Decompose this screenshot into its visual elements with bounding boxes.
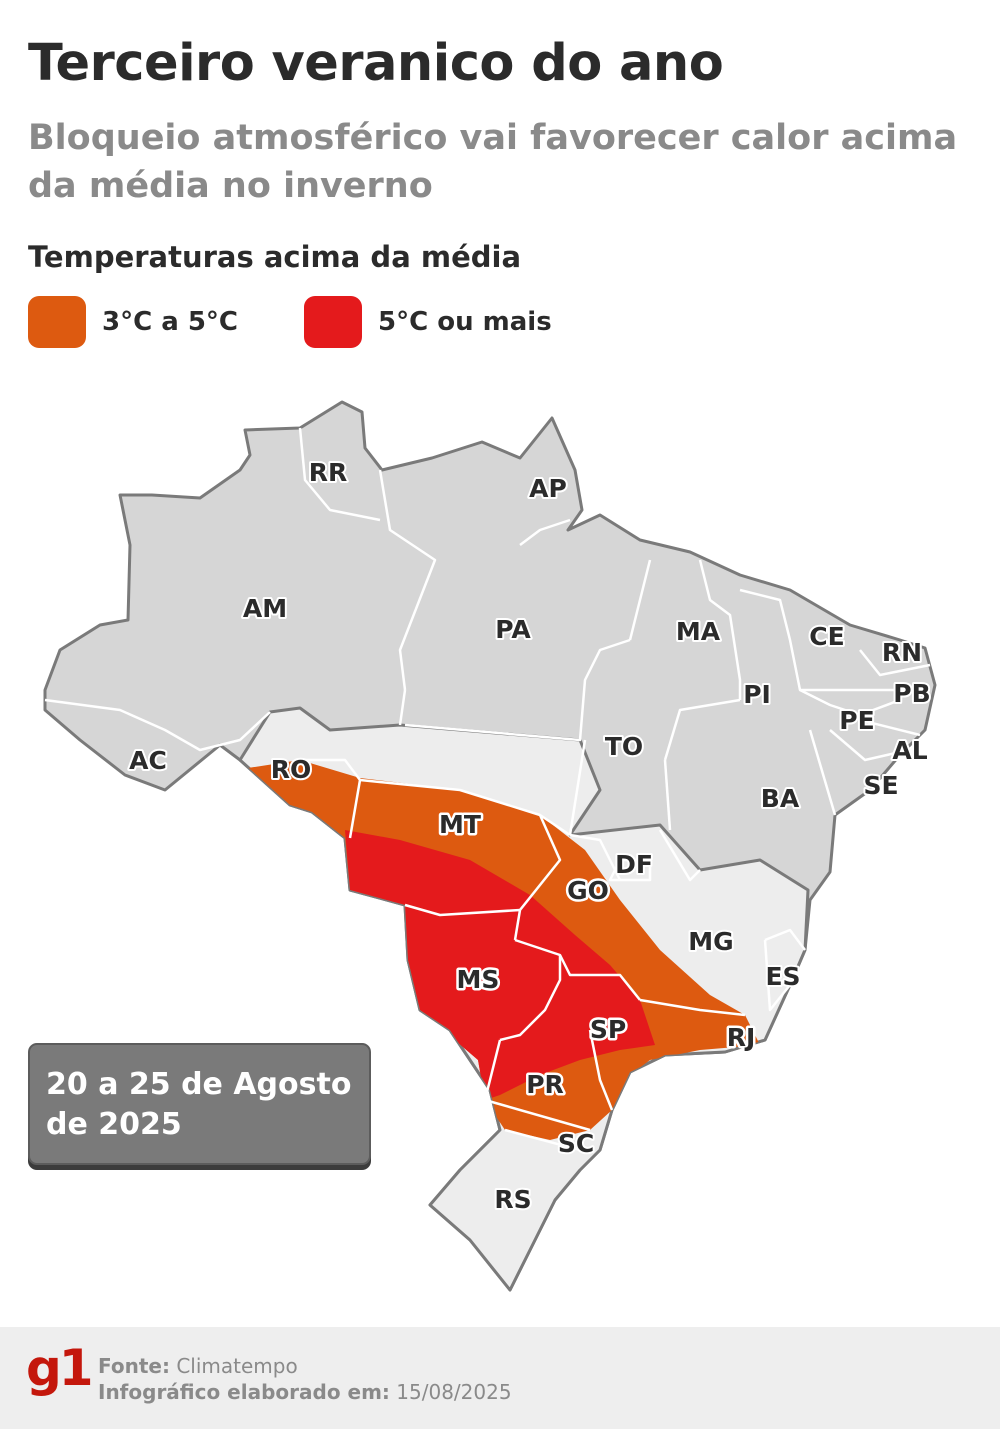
state-label-ma: MA — [676, 617, 721, 646]
legend-label-5-plus: 5°C ou mais — [378, 307, 552, 337]
state-label-se: SE — [863, 771, 898, 800]
state-label-ce: CE — [809, 622, 844, 651]
state-label-sp: SP — [590, 1015, 626, 1044]
state-label-pr: PR — [526, 1070, 564, 1099]
state-label-mt: MT — [439, 810, 481, 839]
state-label-ro: RO — [271, 755, 312, 784]
date-line: Infográfico elaborado em: 15/08/2025 — [98, 1379, 512, 1405]
brazil-map: RR AP AM PA MA CE RN PB PI PE AL SE AC R… — [43, 400, 937, 1292]
state-label-rj: RJ — [727, 1023, 756, 1052]
state-label-al: AL — [892, 736, 927, 765]
state-label-pb: PB — [893, 679, 930, 708]
legend-swatch-orange — [28, 296, 86, 348]
state-label-ac: AC — [129, 746, 167, 775]
period-line-2: de 2025 — [46, 1107, 182, 1142]
state-label-ba: BA — [761, 784, 800, 813]
legend-swatch-red — [304, 296, 362, 348]
source-line: Fonte: Climatempo — [98, 1353, 512, 1379]
credits: Fonte: Climatempo Infográfico elaborado … — [98, 1353, 512, 1405]
date-label: Infográfico elaborado em: — [98, 1380, 390, 1404]
page-subtitle: Bloqueio atmosférico vai favorecer calor… — [28, 118, 958, 206]
state-label-to: TO — [605, 732, 643, 761]
state-label-am: AM — [243, 594, 287, 623]
state-label-ap: AP — [529, 474, 567, 503]
period-line-1: 20 a 25 de Agosto — [46, 1067, 352, 1102]
source-label: Fonte: — [98, 1354, 170, 1378]
period-box: 20 a 25 de Agosto de 2025 — [28, 1043, 371, 1165]
anomaly-zones — [235, 760, 760, 1140]
state-label-ms: MS — [457, 965, 500, 994]
legend-label-3-to-5: 3°C a 5°C — [102, 307, 238, 337]
legend-item-3-to-5: 3°C a 5°C — [28, 295, 238, 349]
footer: g1 Fonte: Climatempo Infográfico elabora… — [0, 1327, 1000, 1429]
state-borders — [44, 427, 931, 1152]
legend-title: Temperaturas acima da média — [28, 240, 522, 274]
source-value: Climatempo — [176, 1354, 298, 1378]
state-label-pa: PA — [495, 615, 531, 644]
state-label-sc: SC — [558, 1129, 594, 1158]
page-title: Terceiro veranico do ano — [28, 34, 724, 93]
state-label-rr: RR — [309, 458, 348, 487]
state-label-pe: PE — [839, 706, 874, 735]
state-label-go: GO — [567, 876, 609, 905]
state-label-rs: RS — [494, 1185, 531, 1214]
state-label-rn: RN — [882, 638, 922, 667]
state-label-df: DF — [615, 850, 653, 879]
legend: 3°C a 5°C 5°C ou mais — [28, 295, 728, 349]
state-label-mg: MG — [688, 927, 733, 956]
g1-logo: g1 — [26, 1339, 94, 1397]
legend-item-5-plus: 5°C ou mais — [304, 295, 552, 349]
state-labels: RR AP AM PA MA CE RN PB PI PE AL SE AC R… — [127, 456, 933, 1216]
zone-5-plus — [345, 830, 655, 1100]
state-label-es: ES — [765, 962, 800, 991]
state-label-pi: PI — [743, 680, 771, 709]
date-value: 15/08/2025 — [396, 1380, 512, 1404]
